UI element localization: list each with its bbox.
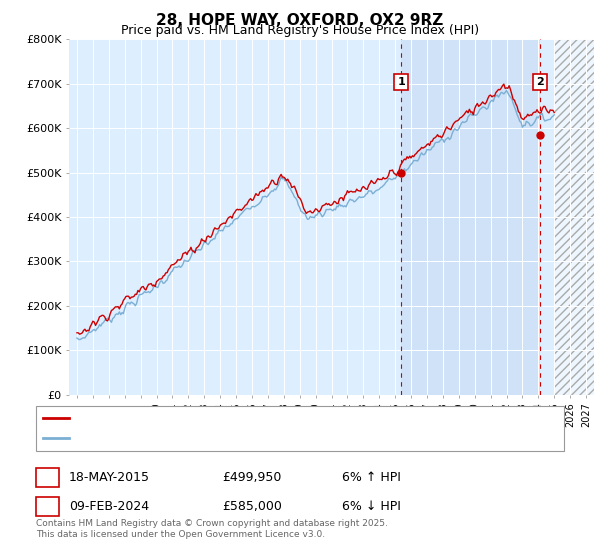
Text: 09-FEB-2024: 09-FEB-2024 xyxy=(69,500,149,514)
Text: 2: 2 xyxy=(536,77,544,87)
Bar xyxy=(554,39,594,395)
Bar xyxy=(401,39,540,395)
Text: 2: 2 xyxy=(43,500,52,514)
Text: 6% ↓ HPI: 6% ↓ HPI xyxy=(342,500,401,514)
Text: £585,000: £585,000 xyxy=(222,500,282,514)
Text: Price paid vs. HM Land Registry's House Price Index (HPI): Price paid vs. HM Land Registry's House … xyxy=(121,24,479,37)
Text: 6% ↑ HPI: 6% ↑ HPI xyxy=(342,470,401,484)
Text: 1: 1 xyxy=(43,470,52,484)
Text: 28, HOPE WAY, OXFORD, OX2 9RZ (detached house): 28, HOPE WAY, OXFORD, OX2 9RZ (detached … xyxy=(73,413,364,423)
Text: Contains HM Land Registry data © Crown copyright and database right 2025.
This d: Contains HM Land Registry data © Crown c… xyxy=(36,519,388,539)
Text: 28, HOPE WAY, OXFORD, OX2 9RZ: 28, HOPE WAY, OXFORD, OX2 9RZ xyxy=(157,13,443,28)
Text: £499,950: £499,950 xyxy=(222,470,281,484)
Text: 18-MAY-2015: 18-MAY-2015 xyxy=(69,470,150,484)
Bar xyxy=(554,39,594,395)
Text: HPI: Average price, detached house, Vale of White Horse: HPI: Average price, detached house, Vale… xyxy=(73,433,389,444)
Text: 1: 1 xyxy=(397,77,405,87)
